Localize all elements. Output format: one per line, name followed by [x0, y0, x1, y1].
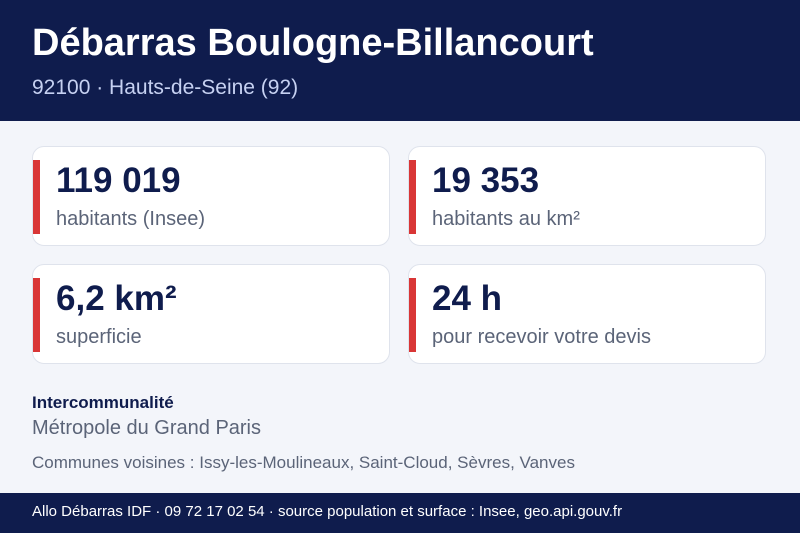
- stat-card-area: 6,2 km² superficie: [32, 264, 390, 364]
- stat-label: habitants au km²: [432, 208, 580, 230]
- stat-value: 6,2 km²: [56, 279, 177, 318]
- header-banner: Débarras Boulogne-Billancourt 92100 · Ha…: [0, 0, 800, 121]
- stat-label: habitants (Insee): [56, 208, 205, 230]
- footer-bar: Allo Débarras IDF · 09 72 17 02 54 · sou…: [0, 493, 800, 533]
- stat-label: superficie: [56, 326, 142, 348]
- intercommunalite-heading: Intercommunalité: [32, 393, 174, 412]
- stat-card-population: 119 019 habitants (Insee): [32, 146, 390, 246]
- footer-text: Allo Débarras IDF · 09 72 17 02 54 · sou…: [32, 503, 623, 520]
- accent-bar: [33, 278, 40, 352]
- accent-bar: [409, 278, 416, 352]
- intercommunalite-value: Métropole du Grand Paris: [32, 417, 262, 439]
- accent-bar: [33, 160, 40, 234]
- stat-card-quote-delay: 24 h pour recevoir votre devis: [408, 264, 766, 364]
- stat-value: 19 353: [432, 161, 540, 200]
- page-title: Débarras Boulogne-Billancourt: [32, 22, 594, 64]
- page-subtitle: 92100 · Hauts-de-Seine (92): [32, 76, 299, 99]
- stat-value: 119 019: [56, 161, 181, 200]
- stat-card-density: 19 353 habitants au km²: [408, 146, 766, 246]
- stat-label: pour recevoir votre devis: [432, 326, 651, 348]
- stat-value: 24 h: [432, 279, 503, 318]
- neighboring-communes: Communes voisines : Issy-les-Moulineaux,…: [32, 453, 575, 472]
- accent-bar: [409, 160, 416, 234]
